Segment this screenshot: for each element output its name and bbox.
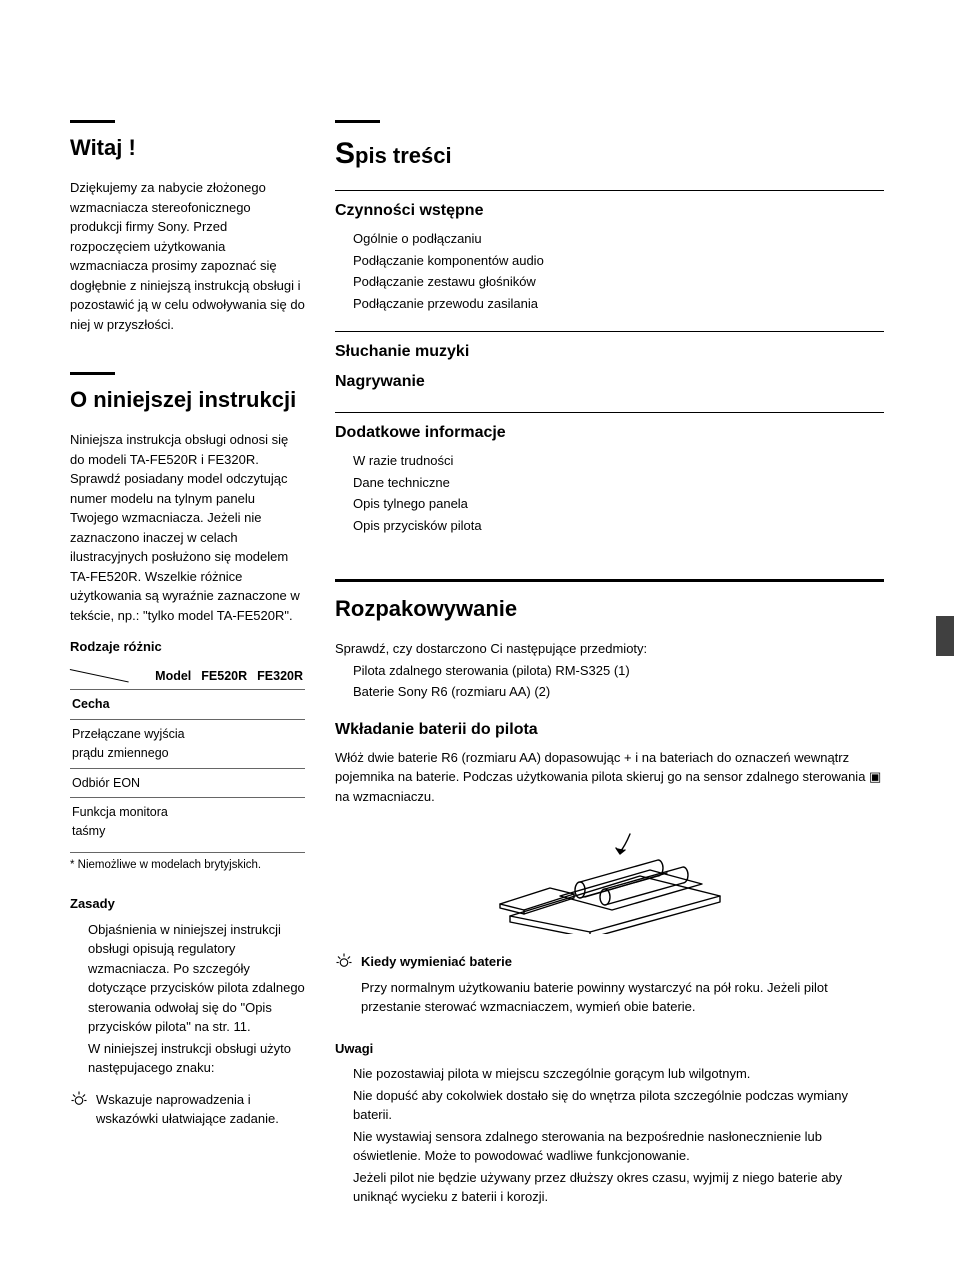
about-body: Niniejsza instrukcja obsługi odnosi się … <box>70 430 305 625</box>
toc-item: Opis tylnego panela <box>353 494 884 514</box>
toc-item: Ogólnie o podłączaniu <box>353 229 884 249</box>
rules-heading: Zasady <box>70 894 305 914</box>
note-item: Jeżeli pilot nie będzie używany przez dł… <box>353 1168 884 1207</box>
table-row: Funkcja monitora taśmy <box>70 798 193 846</box>
insert-body: Włóż dwie baterie R6 (rozmiaru AA) dopas… <box>335 748 884 807</box>
page: Witaj ! Dziękujemy za nabycie złożonego … <box>70 120 884 1209</box>
rules-body-2: W niniejszej instrukcji obsługi użyto na… <box>88 1039 305 1078</box>
when-replace-body: Przy normalnym użytkowaniu baterie powin… <box>361 978 884 1017</box>
toc-title: Spis treści <box>335 131 884 176</box>
toc-item: Podłączanie komponentów audio <box>353 251 884 271</box>
rule <box>335 120 380 123</box>
tip-icon <box>335 952 353 1017</box>
col-fe320r: FE320R <box>249 663 305 690</box>
tip-text: Wskazuje naprowadzenia i wskazówki ułatw… <box>96 1090 305 1129</box>
welcome-body: Dziękujemy za nabycie złożonego wzmacnia… <box>70 178 305 334</box>
unpack-body: Sprawdź, czy dostarczono Ci następujące … <box>335 639 884 659</box>
rule <box>70 120 115 123</box>
col-fe520r: FE520R <box>193 663 249 690</box>
tip-icon <box>70 1090 88 1129</box>
side-tab <box>936 616 954 656</box>
right-column: Spis treści Czynności wstępne Ogólnie o … <box>335 120 884 1209</box>
toc-item: Podłączanie przewodu zasilania <box>353 294 884 314</box>
note-item: Nie pozostawiaj pilota w miejscu szczegó… <box>353 1064 884 1084</box>
battery-illustration <box>490 824 730 934</box>
rule <box>335 579 884 582</box>
table-row: Przełączane wyjścia prądu zmiennego <box>70 720 193 769</box>
diff-table: Model FE520R FE320R Cecha Przełączane wy… <box>70 663 305 846</box>
note-item: Nie dopuść aby cokolwiek dostało się do … <box>353 1086 884 1125</box>
toc-item: W razie trudności <box>353 451 884 471</box>
note-item: Nie wystawiaj sensora zdalnego sterowani… <box>353 1127 884 1166</box>
tip-block: Wskazuje naprowadzenia i wskazówki ułatw… <box>70 1090 305 1129</box>
table-footnote: * Niemożliwe w modelach brytyjskich. <box>70 852 305 874</box>
table-row: Odbiór EON <box>70 768 193 798</box>
about-title: O niniejszej instrukcji <box>70 383 305 416</box>
insert-title: Wkładanie baterii do pilota <box>335 718 884 742</box>
toc-sec2b: Nagrywanie <box>335 370 884 394</box>
toc-item: Podłączanie zestawu głośników <box>353 272 884 292</box>
notes-title: Uwagi <box>335 1039 884 1059</box>
toc-sec3-title: Dodatkowe informacje <box>335 421 884 445</box>
when-replace-title: Kiedy wymieniać baterie <box>361 952 884 972</box>
left-column: Witaj ! Dziękujemy za nabycie złożonego … <box>70 120 305 1209</box>
diff-heading: Rodzaje różnic <box>70 637 305 657</box>
toc-sec2a: Słuchanie muzyki <box>335 340 884 364</box>
rules-body-1: Objaśnienia w niniejszej instrukcji obsł… <box>88 920 305 1037</box>
replace-tip: Kiedy wymieniać baterie Przy normalnym u… <box>335 952 884 1017</box>
unpack-item: Pilota zdalnego sterowania (pilota) RM-S… <box>353 661 884 681</box>
welcome-title: Witaj ! <box>70 131 305 164</box>
unpack-item: Baterie Sony R6 (rozmiaru AA) (2) <box>353 682 884 702</box>
toc-item: Dane techniczne <box>353 473 884 493</box>
toc-sec1-title: Czynności wstępne <box>335 199 884 223</box>
unpack-title: Rozpakowywanie <box>335 592 884 625</box>
toc-item: Opis przycisków pilota <box>353 516 884 536</box>
rule <box>70 372 115 375</box>
